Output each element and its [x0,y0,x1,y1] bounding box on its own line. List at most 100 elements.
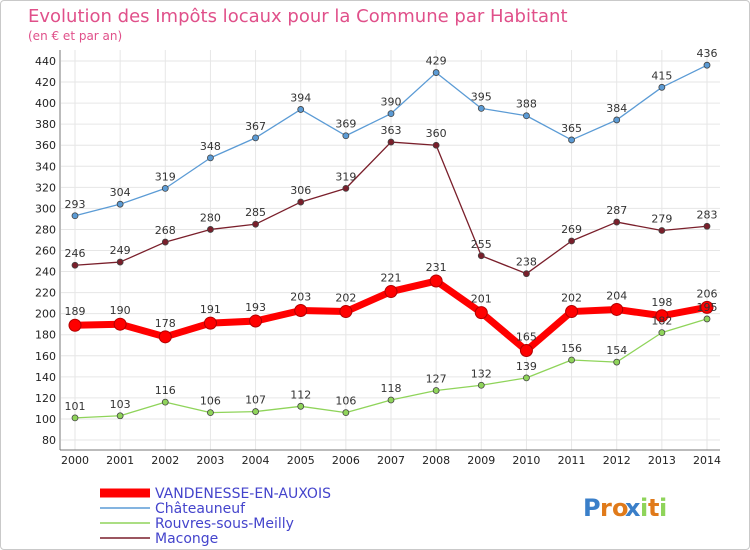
data-label: 165 [516,331,537,344]
data-point [252,134,259,142]
data-label: 367 [245,120,266,133]
y-tick-label: 280 [35,223,56,236]
data-point [116,258,124,266]
data-point [294,304,308,318]
data-label: 127 [426,373,447,386]
y-tick-label: 260 [35,245,56,258]
series [68,61,714,422]
y-tick-label: 80 [42,434,56,447]
data-label: 231 [426,261,447,274]
data-label: 280 [200,211,221,224]
data-point [432,141,440,149]
data-label: 369 [335,118,356,131]
y-tick-label: 320 [35,181,56,194]
data-label: 118 [381,382,402,395]
data-label: 388 [516,98,537,111]
x-tick-label: 2002 [151,454,179,467]
y-tick-label: 200 [35,308,56,321]
data-label: 365 [561,122,582,135]
data-point [613,218,621,226]
axes: 80 100 120 140 160 180 200 220 240 260 280 300 320 34… [35,50,721,467]
data-point [613,358,621,366]
data-label: 436 [697,47,718,60]
data-point [71,212,79,220]
x-tick-label: 2007 [377,454,405,467]
data-point [297,106,305,113]
legend-label: Châteauneuf [155,501,246,517]
x-tick-label: 2000 [61,454,89,467]
data-point [116,412,124,420]
data-point [387,110,395,118]
data-label: 221 [381,272,402,285]
data-point [68,318,82,332]
y-tick-label: 380 [35,118,56,131]
data-point [249,314,263,328]
data-label: 112 [290,388,311,401]
x-tick-label: 2003 [196,454,224,467]
data-point [655,309,669,323]
data-point [297,402,305,410]
data-point [568,237,575,245]
x-tick-label: 2010 [512,454,540,467]
legend-label: Rouvres-sous-Meilly [155,516,294,532]
data-label: 319 [155,170,176,183]
data-point [384,285,398,299]
data-label: 283 [697,208,718,221]
data-point [613,116,621,124]
x-tick-label: 2013 [648,454,676,467]
data-label: 429 [426,55,447,68]
data-point [158,330,172,344]
data-labels: 293 304 319 348 367 394 369 390 429 395 388 365 384 4… [65,47,718,413]
data-point [113,317,127,331]
data-label: 154 [606,344,627,357]
data-point [703,222,711,230]
logo-letter: P [583,494,601,522]
data-label: 139 [516,360,537,373]
chart-subtitle: (en € et par an) [28,29,122,43]
data-label: 238 [516,256,537,269]
x-tick-label: 2011 [558,454,586,467]
data-label: 190 [110,304,131,317]
data-label: 348 [200,140,221,153]
logo-letter: o [612,494,629,522]
data-label: 189 [65,305,86,318]
data-point [432,387,440,394]
data-label: 202 [561,292,582,305]
data-label: 201 [471,293,492,306]
x-tick-label: 2005 [287,454,315,467]
data-point [565,305,579,319]
data-point [429,274,443,288]
data-point [161,238,169,246]
data-label: 191 [200,303,221,316]
y-tick-label: 400 [35,97,56,110]
data-label: 360 [426,127,447,140]
data-label: 206 [697,287,718,300]
x-tick-label: 2008 [422,454,450,467]
data-point [161,398,169,406]
data-label: 255 [471,238,492,251]
data-point [342,409,350,417]
y-tick-label: 140 [35,371,56,384]
data-label: 394 [290,91,311,104]
data-point [207,409,214,417]
data-label: 285 [245,206,266,219]
data-label: 103 [110,398,131,411]
data-point [568,136,575,144]
data-label: 198 [651,296,672,309]
y-tick-label: 180 [35,329,56,342]
data-label: 384 [606,102,627,115]
data-point [523,270,530,278]
data-label: 101 [65,400,86,413]
data-label: 107 [245,394,266,407]
data-label: 156 [561,342,582,355]
data-point [703,315,711,323]
data-label: 319 [335,170,356,183]
y-tick-label: 440 [35,55,56,68]
data-label: 193 [245,301,266,314]
data-label: 293 [65,198,86,211]
x-tick-label: 2012 [603,454,631,467]
data-label: 195 [697,301,718,314]
data-point [703,61,711,69]
